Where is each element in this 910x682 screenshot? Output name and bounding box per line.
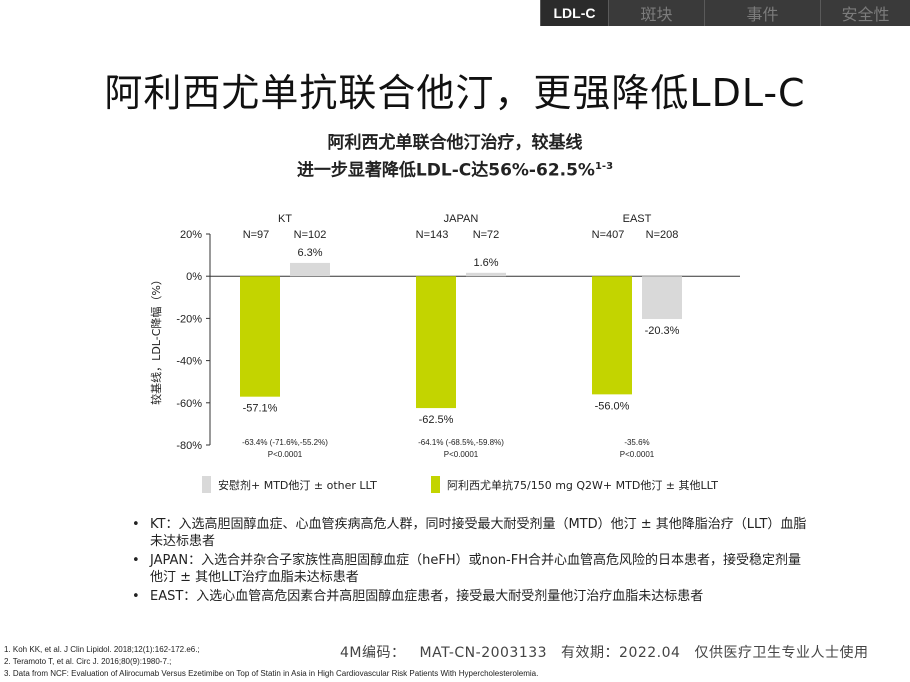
bullet-dot: • [132,517,140,532]
p-value-label: P<0.0001 [620,450,655,459]
n-label: N=97 [243,229,270,241]
y-tick-label: -60% [176,398,202,410]
bar-value-label: -56.0% [595,400,630,412]
difference-label: -63.4% (-71.6%,-55.2%) [242,438,328,447]
note-japan: • JAPAN：入选合并杂合子家族性高胆固醇血症（heFH）或non-FH合并心血… [132,552,812,586]
validity-value: 2022.04 [619,645,681,661]
study-notes: • KT：入选高胆固醇血症、心血管疾病高危人群，同时接受最大耐受剂量（MTD）他汀… [132,516,812,607]
references: 1. Koh KK, et al. J Clin Lipidol. 2018;1… [4,644,538,680]
y-tick-label: 0% [186,271,202,283]
tab-ldl-c[interactable]: LDL-C [540,0,608,26]
reference-item: 3. Data from NCF: Evaluation of Alirocum… [4,669,539,678]
category-label: JAPAN [444,213,479,225]
code-value: MAT-CN-2003133 [419,645,548,661]
legend-label-placebo: 安慰剂+ MTD他汀 ± other LLT [218,478,377,492]
bar-value-label: -62.5% [419,414,454,426]
page-title: 阿利西尤单抗联合他汀，更强降低LDL-C [104,71,806,115]
code-label: 4M编码： [340,645,406,661]
n-label: N=72 [473,229,500,241]
bar-value-label: -20.3% [645,325,680,337]
tab-safety[interactable]: 安全性 [820,0,910,26]
category-label: KT [278,213,292,225]
subtitle-sup: 1-3 [594,161,614,172]
y-tick-label: 20% [180,229,202,241]
n-label: N=102 [294,229,327,241]
legend-label-alirocumab: 阿利西尤单抗75/150 mg Q2W+ MTD他汀 ± 其他LLT [447,478,718,492]
category-label: EAST [623,213,652,225]
y-tick-label: -20% [176,313,202,325]
note-kt: • KT：入选高胆固醇血症、心血管疾病高危人群，同时接受最大耐受剂量（MTD）他汀… [132,516,812,550]
note-east: • EAST：入选心血管高危因素合并高胆固醇血症患者，接受最大耐受剂量他汀治疗血脂… [132,588,812,605]
bar-value-label: -57.1% [243,403,278,415]
tab-plaque[interactable]: 斑块 [608,0,704,26]
tab-events[interactable]: 事件 [704,0,820,26]
y-axis-label: 较基线，LDL-C降幅（%） [149,274,163,405]
bar-value-label: 1.6% [473,257,498,269]
legend-swatch-alirocumab [431,476,440,493]
footer-note: 仅供医疗卫生专业人士使用 [694,645,869,661]
bar-chart: 20% 0% -20% -40% -60% -80% 较基线，LDL-C降幅（%） KT N=9… [149,213,740,493]
footer: 4M编码： MAT-CN-2003133 有效期：2022.04 仅供医疗卫生专业人士… [340,642,882,662]
bar [642,276,682,320]
p-value-label: P<0.0001 [268,450,303,459]
n-label: N=208 [646,229,679,241]
reference-item: 1. Koh KK, et al. J Clin Lipidol. 2018;1… [4,645,200,654]
y-tick-label: -40% [176,356,202,368]
legend-swatch-placebo [202,476,211,493]
bullet-dot: • [132,589,140,604]
y-tick-label: -80% [176,440,202,452]
note-text: EAST：入选心血管高危因素合并高胆固醇血症患者，接受最大耐受剂量他汀治疗血脂未… [150,589,704,604]
bar [466,272,506,277]
n-label: N=143 [416,229,449,241]
bullet-dot: • [132,553,140,568]
p-value-label: P<0.0001 [444,450,479,459]
bar [416,276,456,409]
difference-label: -64.1% (-68.5%,-59.8%) [418,438,504,447]
top-nav: LDL-C 斑块 事件 安全性 [540,0,910,26]
chart-subtitle: 阿利西尤单联合他汀治疗，较基线 进一步显著降低LDL-C达56%-62.5%1-… [0,131,910,183]
validity-label: 有效期： [561,645,620,661]
bar [592,276,632,395]
reference-item: 2. Teramoto T, et al. Circ J. 2016;80(9)… [4,657,172,666]
bar [240,276,280,397]
note-text: JAPAN：入选合并杂合子家族性高胆固醇血症（heFH）或non-FH合并心血管… [150,553,801,585]
bar [290,262,330,277]
subtitle-line1: 阿利西尤单联合他汀治疗，较基线 [327,133,583,153]
n-label: N=407 [592,229,625,241]
note-text: KT：入选高胆固醇血症、心血管疾病高危人群，同时接受最大耐受剂量（MTD）他汀 … [150,517,807,549]
bar-value-label: 6.3% [297,247,322,259]
subtitle-line2: 进一步显著降低LDL-C达56%-62.5% [296,160,595,181]
subtitle-line2-wrap: 进一步显著降低LDL-C达56%-62.5%1-3 [0,155,910,183]
difference-label: -35.6% [624,438,649,447]
